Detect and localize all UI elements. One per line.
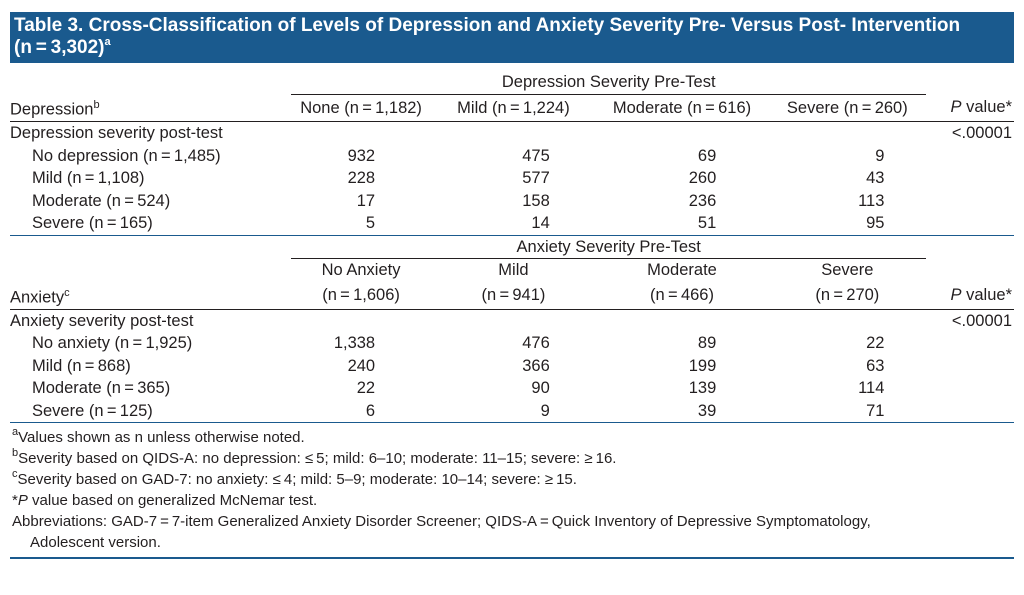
anxiety-cell: 22: [866, 334, 885, 352]
anxiety-row: Severe (n = 125) 6 9 39 71: [10, 399, 1014, 423]
anxiety-cell: 39: [595, 399, 769, 423]
table-title-line2: (n = 3,302): [14, 37, 105, 58]
depression-cell: 14: [431, 212, 596, 236]
anxiety-p-header: P value*: [926, 281, 1014, 310]
anxiety-cell: 89: [697, 334, 717, 352]
depression-cell: 932: [347, 146, 376, 165]
depression-cell: 17: [356, 191, 376, 210]
anxiety-cell: 22: [356, 379, 376, 397]
footnote-c: cSeverity based on GAD-7: no anxiety: ≤ …: [12, 468, 577, 489]
depression-cell: 577: [522, 169, 550, 187]
anxiety-col-none-top: No Anxiety: [321, 261, 401, 279]
anxiety-group-header: Anxiety Severity Pre-Test: [291, 235, 927, 259]
footnote-c-marker: c: [64, 286, 70, 299]
depression-cell: 9: [875, 146, 885, 165]
depression-cell: 113: [858, 191, 885, 210]
anxiety-row-label: Anxiety: [10, 288, 65, 306]
anxiety-cell: 90: [531, 379, 550, 397]
anxiety-col-severe-n: (n = 270): [768, 281, 927, 310]
depression-group-header: Depression Severity Pre-Test: [291, 71, 927, 95]
anxiety-row: Mild (n = 868) 240 366 199 63: [10, 355, 1014, 378]
anxiety-col-severe-top: Severe: [821, 261, 874, 279]
cross-classification-table: Depression Severity Pre-Test Depressionb…: [10, 71, 1014, 423]
anxiety-col-moderate-top: Moderate: [647, 261, 717, 279]
anxiety-row-label: Mild (n = 868): [32, 356, 131, 375]
anxiety-cell: 1,338: [333, 334, 376, 352]
footnote-abbreviations: Abbreviations: GAD-7 = 7-item Generalize…: [12, 513, 871, 530]
footnote-abbreviations-cont: Adolescent version.: [30, 534, 161, 551]
anxiety-cell: 139: [688, 379, 717, 397]
footnote-b-marker: b: [93, 99, 100, 111]
depression-col-mild: Mild (n = 1,224): [431, 94, 596, 122]
depression-row-label: No depression (n = 1,485): [32, 146, 221, 165]
anxiety-column-headers: Anxietyc (n = 1,606) (n = 941) (n = 466)…: [10, 281, 1014, 310]
depression-section-row: Depression severity post-test <.00001: [10, 122, 1014, 145]
footnote-star: *P value based on generalized McNemar te…: [12, 492, 318, 509]
anxiety-col-none-n: (n = 1,606): [291, 281, 432, 310]
depression-cell: 236: [688, 191, 717, 210]
depression-row: Mild (n = 1,108) 228 577 260 43: [10, 167, 1014, 190]
depression-cell: 51: [595, 212, 769, 236]
depression-col-severe: Severe (n = 260): [768, 94, 927, 122]
anxiety-cell: 199: [688, 356, 717, 375]
depression-cell: 158: [522, 191, 550, 210]
depression-cell: 475: [522, 146, 550, 165]
anxiety-cell: 9: [431, 399, 596, 423]
anxiety-section: Anxiety Severity Pre-Test No Anxiety Mil…: [10, 235, 1014, 423]
table-title-line1: Table 3. Cross-Classification of Levels …: [14, 15, 961, 36]
anxiety-cell: 6: [291, 399, 432, 423]
anxiety-cell: 366: [522, 356, 550, 375]
table-footnotes: aValues shown as n unless otherwise note…: [10, 427, 1014, 553]
anxiety-row-label: Severe (n = 125): [10, 399, 291, 423]
anxiety-section-label: Anxiety severity post-test: [10, 311, 194, 330]
anxiety-row: No anxiety (n = 1,925) 1,338 476 89 22: [10, 332, 1014, 355]
depression-column-headers: Depressionb None (n = 1,182) Mild (n = 1…: [10, 94, 1014, 122]
depression-col-moderate: Moderate (n = 616): [595, 94, 769, 122]
table-page: Table 3. Cross-Classification of Levels …: [0, 12, 1024, 595]
anxiety-col-moderate-n: (n = 466): [595, 281, 769, 310]
anxiety-row-label: Moderate (n = 365): [32, 379, 171, 397]
depression-row-label: Severe (n = 165): [10, 212, 291, 236]
anxiety-section-row: Anxiety severity post-test <.00001: [10, 309, 1014, 332]
depression-cell: 5: [291, 212, 432, 236]
depression-row-label: Moderate (n = 524): [32, 191, 171, 210]
footnote-b: bSeverity based on QIDS-A: no depression…: [12, 447, 617, 468]
depression-section: Depression Severity Pre-Test Depressionb…: [10, 71, 1014, 236]
depression-cell: 95: [768, 212, 927, 236]
depression-p-header: P value*: [926, 94, 1014, 122]
depression-section-label: Depression severity post-test: [10, 124, 223, 142]
anxiety-row-label: No anxiety (n = 1,925): [32, 334, 193, 352]
anxiety-col-mild-top: Mild: [498, 261, 529, 279]
title-footnote-marker: a: [104, 35, 111, 48]
anxiety-cell: 63: [866, 356, 885, 375]
anxiety-cell: 240: [347, 356, 376, 375]
depression-cell: 69: [697, 146, 717, 165]
anxiety-row: Moderate (n = 365) 22 90 139 114: [10, 377, 1014, 400]
anxiety-cell: 71: [768, 399, 927, 423]
anxiety-col-mild-n: (n = 941): [431, 281, 596, 310]
anxiety-p-value: <.00001: [951, 311, 1012, 330]
depression-p-value: <.00001: [951, 124, 1012, 142]
depression-col-none: None (n = 1,182): [291, 94, 432, 122]
depression-row: Severe (n = 165) 5 14 51 95: [10, 212, 1014, 236]
table-title: Table 3. Cross-Classification of Levels …: [10, 12, 1014, 63]
depression-row: No depression (n = 1,485) 932 475 69 9: [10, 145, 1014, 168]
depression-cell: 260: [688, 169, 717, 187]
depression-cell: 228: [347, 169, 376, 187]
depression-cell: 43: [866, 169, 885, 187]
depression-row-label: Mild (n = 1,108): [32, 169, 145, 187]
anxiety-cell: 476: [522, 334, 550, 352]
table-bottom-rule: [10, 557, 1014, 559]
footnote-a: aValues shown as n unless otherwise note…: [12, 426, 305, 447]
anxiety-cell: 114: [858, 379, 885, 397]
depression-row-label: Depression: [10, 100, 94, 119]
depression-row: Moderate (n = 524) 17 158 236 113: [10, 190, 1014, 213]
